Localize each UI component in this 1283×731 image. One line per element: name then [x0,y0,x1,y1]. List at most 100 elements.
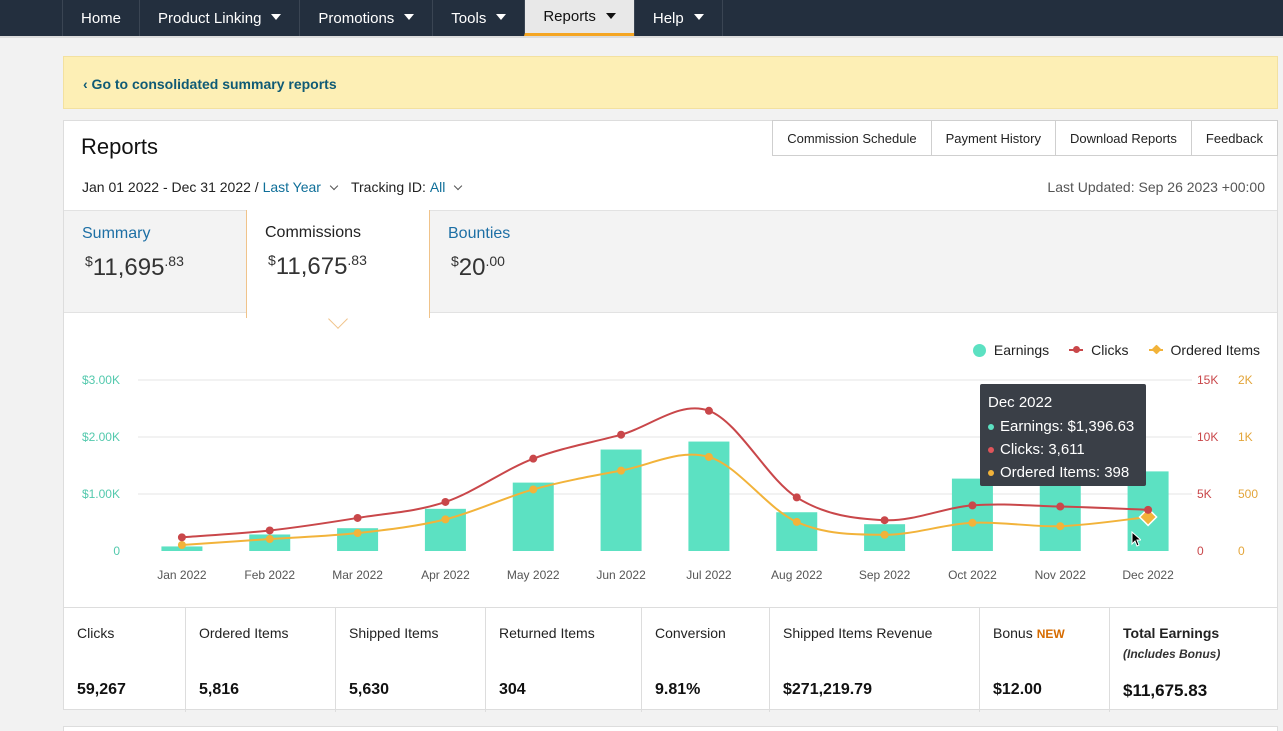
stat-label: Bonus NEW [993,625,1065,641]
right-axis-clicks-tick: 5K [1197,487,1212,501]
nav-promotions[interactable]: Promotions [299,0,432,36]
clicks-point [792,493,801,502]
tab-commissions[interactable]: Commissions $11,675.83 [246,210,430,329]
feedback-button[interactable]: Feedback [1190,120,1278,156]
includes-bonus-note: (Includes Bonus) [1123,647,1221,661]
stat-label: Shipped Items [349,625,439,641]
currency-symbol: $ [268,252,276,268]
ordered-items-point [353,529,362,538]
legend-earnings[interactable]: Earnings [972,342,1050,358]
stat-value: 59,267 [77,681,126,698]
tooltip-title: Dec 2022 [988,394,1053,411]
stat-total-earnings: Total Earnings (Includes Bonus) $11,675.8… [1110,608,1277,712]
left-axis-tick: $3.00K [82,373,120,387]
nav-tools[interactable]: Tools [432,0,524,36]
right-axis-clicks-tick: 0 [1197,544,1204,558]
clicks-point [353,513,362,522]
right-axis-ordered-tick: 1K [1238,430,1253,444]
clicks-point [177,533,186,542]
clicks-point [968,501,977,510]
legend-line-icon [1148,344,1163,355]
tooltip-dot-icon [988,446,994,453]
last-updated: Last Updated: Sep 26 2023 +00:00 [1047,179,1265,195]
download-reports-button[interactable]: Download Reports [1054,120,1192,156]
amount-dollars: 11,695 [92,254,165,281]
bonus-label: Bonus [993,625,1033,641]
left-axis-tick: 0 [113,544,120,558]
ordered-items-point [177,541,186,550]
nav-divider [0,36,1283,38]
x-axis-tick: Oct 2022 [948,568,997,582]
ordered-items-point [265,535,274,544]
legend-clicks[interactable]: Clicks [1069,342,1129,358]
stat-label: Total Earnings (Includes Bonus) [1123,625,1220,661]
payment-history-button[interactable]: Payment History [930,120,1056,156]
x-axis-tick: Dec 2022 [1122,568,1174,582]
tab-commissions-amount: $11,675.83 [268,252,367,281]
x-axis-tick: Aug 2022 [771,568,823,582]
stat-value: 9.81% [655,681,701,698]
x-axis-tick: Nov 2022 [1035,568,1087,582]
tab-bounties[interactable]: Bounties $20.00 [430,211,590,314]
amount-dollars: 20 [458,254,486,281]
nav-help[interactable]: Help [633,0,723,36]
clicks-point [617,430,626,439]
currency-symbol: $ [85,253,93,269]
right-axis-clicks-tick: 10K [1197,430,1218,444]
ordered-items-point [968,518,977,527]
tab-summary-label: Summary [82,225,151,242]
clicks-point [441,497,450,506]
tracking-label: Tracking ID: [350,179,426,195]
active-tab-pointer [328,309,348,329]
nav-reports[interactable]: Reports [524,0,634,36]
nav-promotions-label: Promotions [318,9,395,27]
amount-cents: .00 [485,253,505,269]
caret-down-icon [271,14,282,20]
page-title: Reports [81,134,159,159]
legend-ordered-label: Ordered Items [1170,342,1260,358]
legend-ordered-items[interactable]: Ordered Items [1148,342,1260,358]
tab-summary[interactable]: Summary $11,695.83 [64,211,246,314]
stat-bonus: Bonus NEW $12.00 [980,608,1110,712]
stat-conversion: Conversion 9.81% [642,608,770,712]
period-dropdown[interactable]: Last Year [262,179,321,195]
clicks-point [704,406,713,415]
commission-schedule-button[interactable]: Commission Schedule [772,120,932,156]
report-links: Commission Schedule Payment History Down… [772,120,1278,156]
stat-shipped-items: Shipped Items 5,630 [336,608,486,712]
clicks-point [1056,502,1065,511]
amount-cents: .83 [347,252,367,268]
stat-clicks: Clicks 59,267 [64,608,186,712]
legend-line-icon [1069,346,1084,353]
x-axis-tick: Feb 2022 [244,568,295,582]
chevron-down-icon [454,181,463,190]
amount-dollars: 11,675 [275,253,348,280]
ordered-items-point [529,485,538,494]
next-card [63,726,1278,731]
earnings-bar [951,478,993,551]
nav-tools-label: Tools [451,9,487,27]
nav-product-linking-label: Product Linking [158,9,262,27]
tracking-id-dropdown[interactable]: All [429,179,446,195]
clicks-point [265,526,274,535]
tooltip-dot-icon [988,423,994,430]
stat-value: 5,630 [349,681,390,698]
clicks-point [1144,505,1153,514]
tooltip-ordered: Ordered Items: 398 [1000,464,1130,481]
tab-bounties-amount: $20.00 [451,253,505,282]
nav-home[interactable]: Home [62,0,139,36]
stat-label: Returned Items [499,625,595,641]
stat-value: $271,219.79 [783,681,872,698]
right-axis-clicks-tick: 15K [1197,373,1218,387]
clicks-point [880,516,889,525]
nav-product-linking[interactable]: Product Linking [139,0,299,36]
chart-legend: Earnings Clicks Ordered Items [953,342,1260,358]
nav-home-label: Home [81,9,122,27]
ordered-items-point [617,466,626,475]
tooltip-row-ordered: Ordered Items: 398 [988,461,1138,484]
stat-shipped-revenue: Shipped Items Revenue $271,219.79 [770,608,980,712]
consolidated-summary-link[interactable]: ‹ Go to consolidated summary reports [83,76,337,92]
tooltip-dot-icon [988,469,994,476]
legend-earnings-label: Earnings [993,342,1050,358]
left-axis-tick: $2.00K [82,430,120,444]
